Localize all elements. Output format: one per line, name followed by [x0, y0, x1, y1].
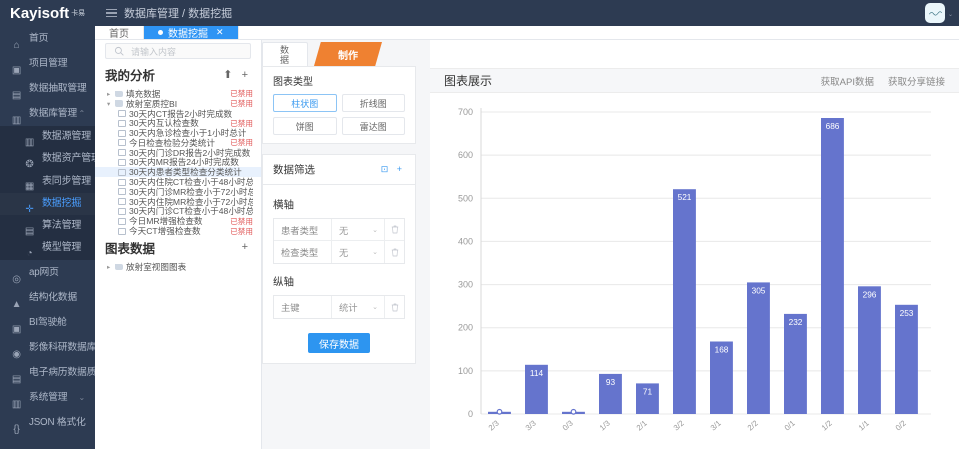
svg-text:686: 686: [826, 121, 840, 131]
svg-text:200: 200: [458, 323, 473, 333]
svg-text:305: 305: [752, 285, 766, 295]
svg-text:400: 400: [458, 236, 473, 246]
svg-text:1/3: 1/3: [598, 419, 612, 433]
svg-text:521: 521: [678, 192, 692, 202]
svg-text:100: 100: [458, 366, 473, 376]
svg-text:2/1: 2/1: [635, 419, 649, 433]
svg-text:0/3: 0/3: [561, 419, 575, 433]
svg-text:500: 500: [458, 193, 473, 203]
svg-text:93: 93: [606, 377, 616, 387]
svg-text:253: 253: [900, 308, 914, 318]
svg-text:0/2: 0/2: [894, 419, 908, 433]
svg-text:71: 71: [643, 386, 653, 396]
svg-text:1/1: 1/1: [857, 419, 871, 433]
svg-text:2/3: 2/3: [487, 419, 501, 433]
svg-text:3/3: 3/3: [524, 419, 538, 433]
svg-text:3/1: 3/1: [709, 419, 723, 433]
svg-text:0/1: 0/1: [783, 419, 797, 433]
svg-text:700: 700: [458, 107, 473, 117]
svg-text:300: 300: [458, 280, 473, 290]
svg-text:0: 0: [468, 409, 473, 419]
svg-text:168: 168: [715, 345, 729, 355]
svg-text:600: 600: [458, 150, 473, 160]
svg-text:1/2: 1/2: [820, 419, 834, 433]
svg-text:296: 296: [863, 289, 877, 299]
svg-text:114: 114: [530, 368, 544, 378]
svg-text:2/2: 2/2: [746, 419, 760, 433]
svg-text:232: 232: [789, 317, 803, 327]
svg-text:3/2: 3/2: [672, 419, 686, 433]
